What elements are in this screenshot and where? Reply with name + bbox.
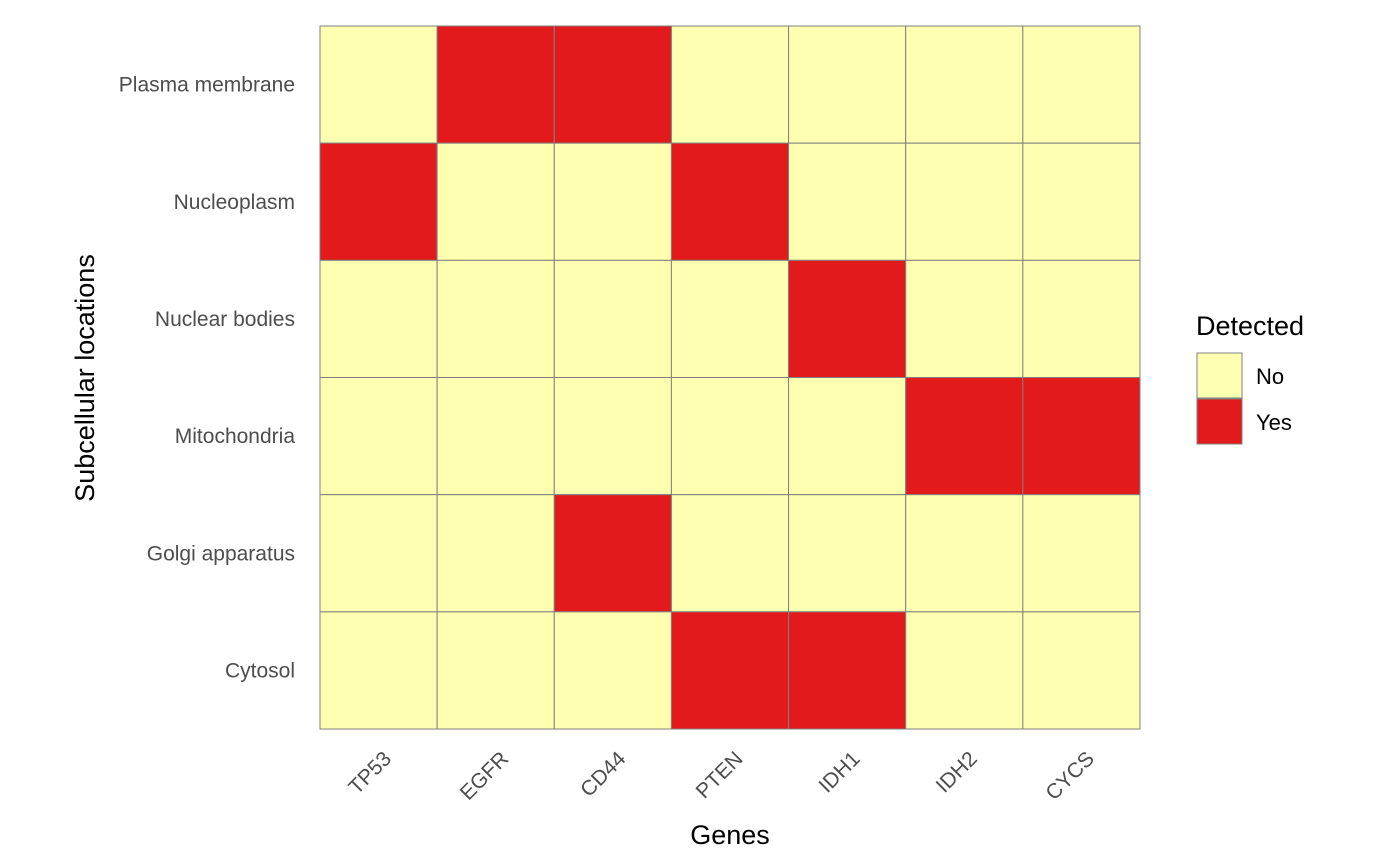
heatmap-cell <box>436 494 555 613</box>
heatmap-cell <box>905 259 1024 379</box>
heatmap-cell <box>436 611 555 730</box>
legend-label: No <box>1256 364 1284 389</box>
heatmap-cell <box>436 142 555 261</box>
heatmap-cell <box>1022 25 1141 144</box>
heatmap-cell <box>670 377 790 496</box>
heatmap-cell <box>1022 259 1141 379</box>
x-tick-labels: TP53 EGFR CD44 PTEN IDH1 IDH2 CYCS <box>344 747 1099 805</box>
x-tick-label: TP53 <box>344 747 396 799</box>
legend-items: No Yes <box>1196 352 1292 445</box>
legend-swatch <box>1196 398 1243 445</box>
heatmap-cells <box>319 25 1141 730</box>
heatmap-cell <box>436 25 555 144</box>
y-tick-label: Nucleoplasm <box>174 191 295 214</box>
heatmap-cell <box>319 25 438 144</box>
heatmap-cell <box>905 494 1024 613</box>
heatmap-cell <box>905 611 1024 730</box>
legend: Detected No Yes <box>1196 311 1304 445</box>
x-tick-label: EGFR <box>456 747 514 805</box>
heatmap-cell <box>319 142 438 261</box>
legend-swatch <box>1196 352 1243 399</box>
y-tick-label: Plasma membrane <box>119 74 295 97</box>
heatmap-cell <box>319 377 438 496</box>
heatmap-cell <box>788 611 907 730</box>
heatmap-cell <box>553 377 672 496</box>
heatmap-cell <box>788 25 907 144</box>
heatmap-cell <box>553 142 672 261</box>
heatmap-cell <box>1022 377 1141 496</box>
x-tick-label: IDH1 <box>815 747 865 797</box>
heatmap-cell <box>905 142 1024 261</box>
x-tick-label: PTEN <box>692 747 748 803</box>
y-tick-label: Nuclear bodies <box>155 308 295 331</box>
heatmap-cell <box>905 377 1024 496</box>
heatmap-cell <box>670 494 790 613</box>
heatmap-cell <box>436 377 555 496</box>
heatmap-cell <box>788 377 907 496</box>
heatmap-cell <box>1022 494 1141 613</box>
heatmap-cell <box>788 259 907 379</box>
legend-title: Detected <box>1196 311 1304 341</box>
heatmap-cell <box>788 494 907 613</box>
y-tick-labels: Plasma membrane Nucleoplasm Nuclear bodies… <box>119 74 296 683</box>
heatmap-cell <box>319 259 438 379</box>
heatmap-cell <box>788 142 907 261</box>
y-tick-label: Golgi apparatus <box>147 542 295 565</box>
y-tick-label: Cytosol <box>225 659 295 682</box>
y-axis-title: Subcellular locations <box>70 254 100 502</box>
heatmap-cell <box>319 611 438 730</box>
heatmap-cell <box>670 259 790 379</box>
x-axis-title: Genes <box>690 820 770 850</box>
heatmap-cell <box>319 494 438 613</box>
heatmap-cell <box>1022 142 1141 261</box>
x-tick-label: CYCS <box>1041 747 1099 805</box>
y-tick-label: Mitochondria <box>175 425 296 448</box>
heatmap-cell <box>553 494 672 613</box>
x-tick-label: IDH2 <box>932 747 982 797</box>
heatmap-cell <box>670 25 790 144</box>
heatmap-cell <box>436 259 555 379</box>
heatmap-cell <box>670 611 790 730</box>
heatmap-cell <box>670 142 790 261</box>
heatmap-cell <box>553 611 672 730</box>
heatmap-cell <box>553 259 672 379</box>
heatmap-cell <box>553 25 672 144</box>
heatmap-cell <box>905 25 1024 144</box>
legend-label: Yes <box>1256 410 1292 435</box>
heatmap-cell <box>1022 611 1141 730</box>
x-tick-label: CD44 <box>576 747 630 801</box>
